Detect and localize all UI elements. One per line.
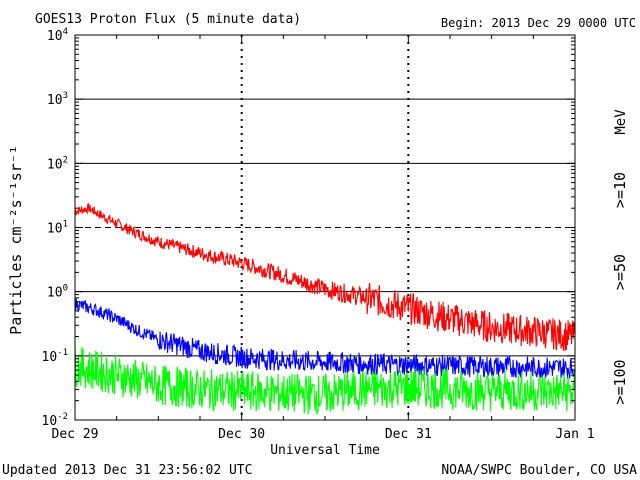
x-tick-label: Dec 29 — [52, 427, 99, 442]
updated-label: Updated 2013 Dec 31 23:56:02 UTC — [2, 463, 252, 478]
y-tick-label: 10-2 — [42, 412, 69, 429]
legend-entry: >=10 — [611, 172, 629, 208]
tick-marks — [74, 35, 576, 421]
y-tick-label: 104 — [47, 27, 68, 44]
x-tick-label: Dec 31 — [385, 427, 432, 442]
y-tick-label: 102 — [47, 155, 68, 172]
series-line — [74, 346, 576, 415]
unit-label: MeV — [613, 109, 629, 135]
chart-title: GOES13 Proton Flux (5 minute data) — [35, 12, 301, 27]
x-tick-labels: Dec 29 Dec 30 Dec 31 Jan 1 — [52, 427, 595, 442]
y-tick-label: 103 — [47, 91, 68, 108]
x-tick-label: Jan 1 — [555, 427, 594, 442]
y-tick-labels: 10-2 10-1 100 101 102 103 104 — [42, 27, 69, 429]
y-tick-label: 10-1 — [42, 348, 69, 365]
legend: MeV >=10 >=50 >=100 — [611, 109, 629, 405]
legend-entry: >=100 — [611, 359, 629, 404]
grid — [75, 35, 575, 420]
y-axis-label: Particles cm⁻²s⁻¹sr⁻¹ — [7, 145, 25, 335]
legend-entry: >=50 — [611, 254, 629, 290]
x-tick-label: Dec 30 — [218, 427, 265, 442]
y-tick-label: 101 — [47, 220, 68, 237]
y-tick-label: 100 — [47, 284, 68, 301]
series-group — [74, 202, 576, 415]
series-line — [74, 298, 576, 380]
credit-label: NOAA/SWPC Boulder, CO USA — [441, 463, 637, 478]
x-axis-label: Universal Time — [270, 443, 380, 458]
begin-label: Begin: 2013 Dec 29 0000 UTC — [441, 16, 636, 30]
series-line — [74, 202, 576, 351]
